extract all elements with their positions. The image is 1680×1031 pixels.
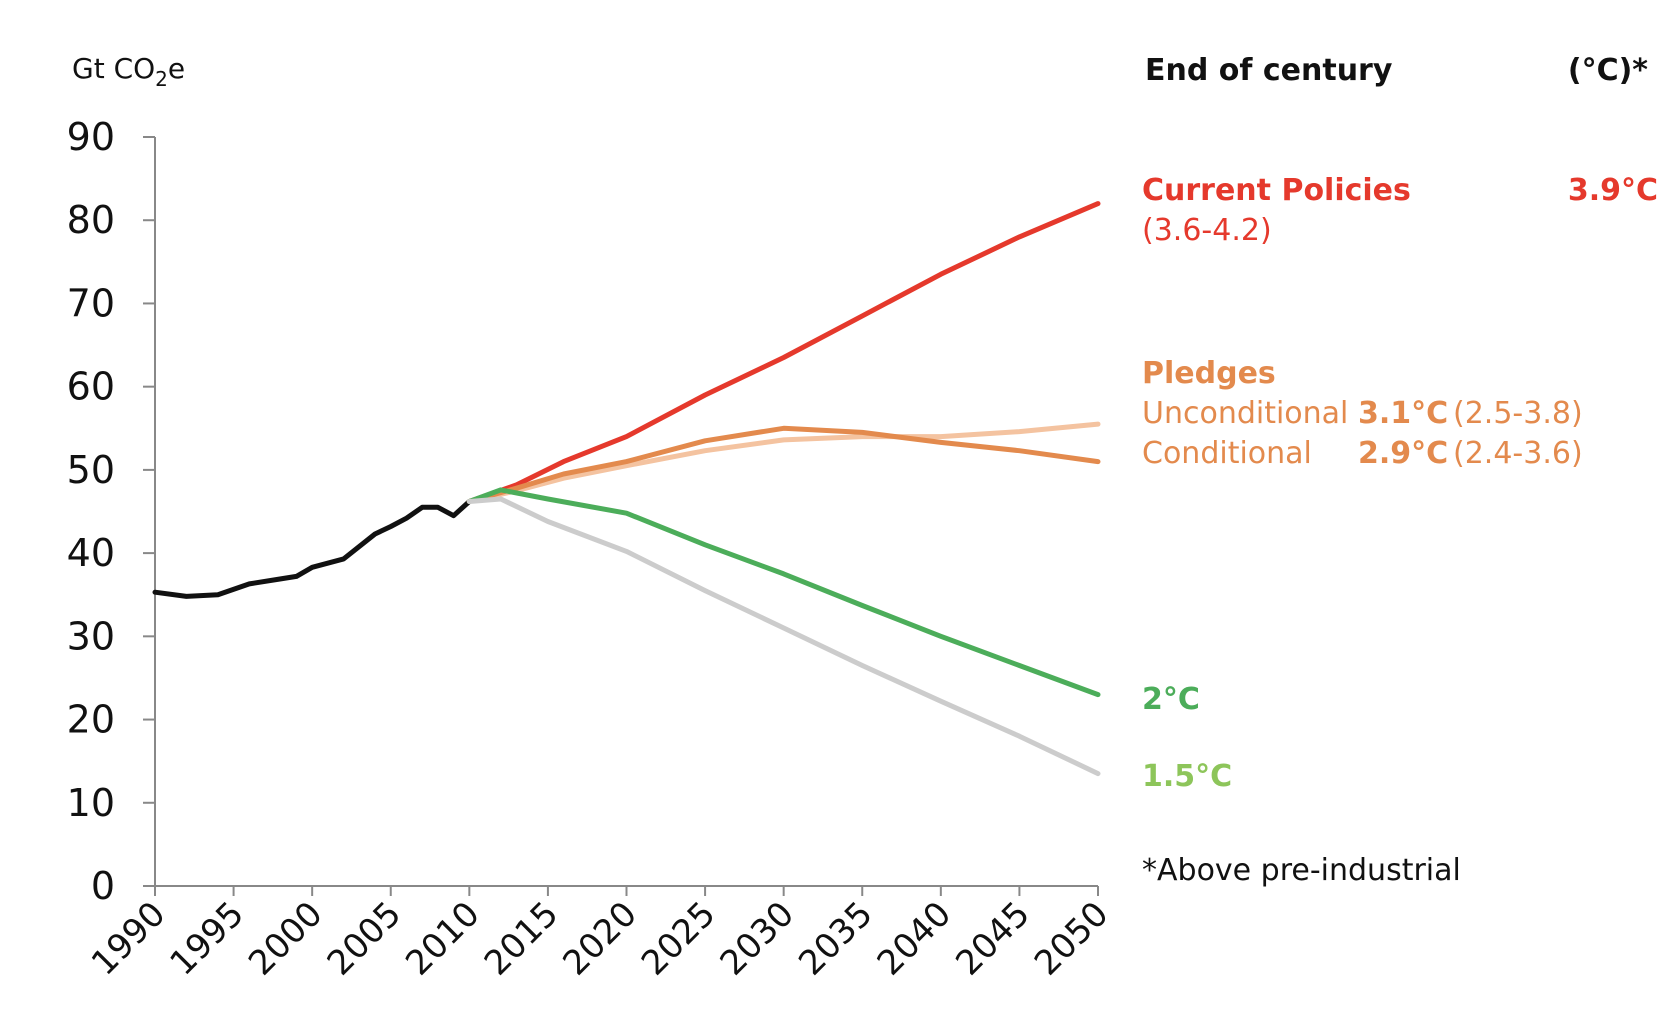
current-policies-range: (3.6-4.2): [1142, 213, 1272, 248]
y-tick-label: 40: [67, 531, 115, 575]
one-five-degree-label: 1.5°C: [1142, 759, 1232, 794]
x-tick-label: 2035: [791, 894, 880, 983]
series-lines: [152, 201, 1101, 777]
x-tick-label: 1995: [162, 894, 251, 983]
y-tick-label: 30: [67, 614, 115, 658]
conditional-label: Conditional: [1142, 436, 1312, 471]
x-tick-label: 2045: [948, 894, 1037, 983]
y-tick-label: 70: [67, 281, 115, 325]
x-tick-label: 2015: [477, 894, 566, 983]
y-tick-label: 90: [67, 115, 115, 159]
x-tick-label: 2040: [870, 894, 959, 983]
series-line-pledges-conditional: [466, 425, 1101, 504]
unit-header: (°C)*: [1568, 53, 1648, 88]
x-tick-label: 2005: [320, 894, 409, 983]
y-tick-label: 0: [91, 864, 115, 908]
unconditional-range: (2.5-3.8): [1453, 396, 1583, 431]
conditional-temp: 2.9°C: [1358, 436, 1448, 471]
x-tick-label: 2050: [1027, 894, 1116, 983]
footnote: *Above pre-industrial: [1142, 853, 1461, 888]
series-line-current-policies: [466, 201, 1101, 504]
y-tick-label: 60: [67, 365, 115, 409]
two-degree-label: 2°C: [1142, 682, 1200, 717]
current-policies-label: Current Policies: [1142, 173, 1411, 208]
current-policies-temp: 3.9°C: [1568, 173, 1658, 208]
y-axis-unit-label: Gt CO2e: [72, 52, 185, 91]
x-tick-label: 2030: [713, 894, 802, 983]
series-line-2-c: [466, 487, 1101, 698]
series-line-historical: [152, 499, 472, 599]
x-tick-label: 2010: [398, 894, 487, 983]
unconditional-temp: 3.1°C: [1358, 396, 1448, 431]
unconditional-label: Unconditional: [1142, 396, 1348, 431]
x-tick-label: 2025: [634, 894, 723, 983]
conditional-range: (2.4-3.6): [1453, 436, 1583, 471]
y-tick-label: 80: [67, 198, 115, 242]
end-of-century-header: End of century: [1145, 53, 1393, 88]
x-tick-label: 2020: [555, 894, 644, 983]
y-tick-label: 50: [67, 448, 115, 492]
y-tick-label: 20: [67, 698, 115, 742]
pledges-label: Pledges: [1142, 356, 1276, 391]
x-axis-ticks: 1990199520002005201020152020202520302035…: [84, 886, 1116, 984]
series-line-1-5-c: [466, 496, 1101, 777]
series-line-pledges-unconditional: [466, 421, 1101, 504]
x-tick-label: 2000: [241, 894, 330, 983]
y-tick-label: 10: [67, 781, 115, 825]
y-axis-ticks: 0 10 20 30 40 50 60 70 80 90: [67, 115, 155, 908]
